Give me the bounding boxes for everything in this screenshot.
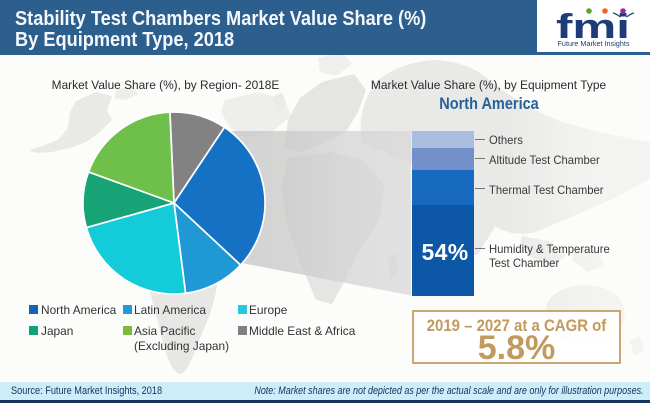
svg-text:Future Market Insights: Future Market Insights	[558, 39, 630, 48]
svg-text:fmi: fmi	[556, 8, 630, 46]
